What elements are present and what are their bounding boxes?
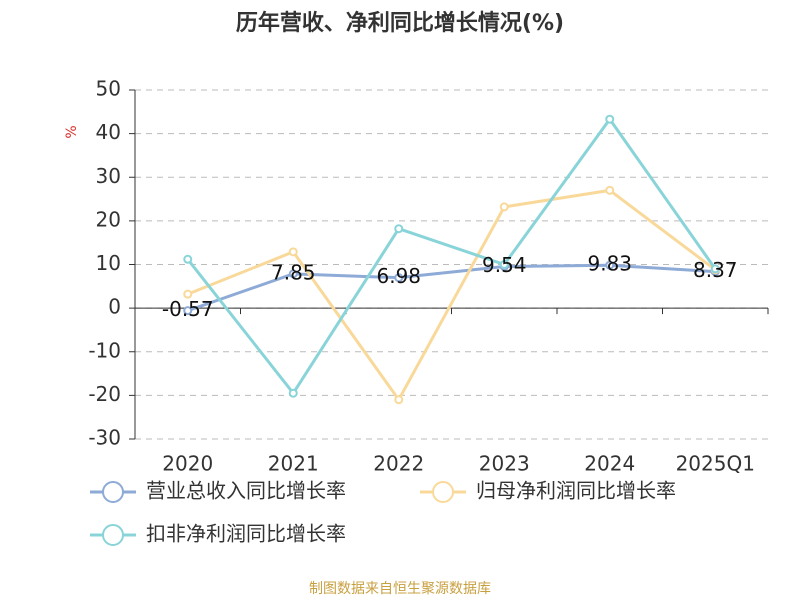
point bbox=[288, 247, 298, 257]
point bbox=[605, 260, 615, 270]
point bbox=[288, 388, 298, 398]
y-tick-label: -20 bbox=[88, 382, 121, 406]
x-tick-label: 2023 bbox=[479, 452, 530, 476]
series-line bbox=[187, 263, 716, 313]
point bbox=[183, 254, 193, 264]
x-tick-label: 2024 bbox=[584, 452, 635, 476]
point bbox=[394, 273, 404, 283]
data-label: 9.54 bbox=[482, 253, 527, 277]
data-label: -0.57 bbox=[162, 297, 214, 321]
data-label: 9.83 bbox=[587, 252, 632, 276]
data-label: 8.37 bbox=[693, 258, 738, 282]
x-tick-label: 2025Q1 bbox=[676, 452, 755, 476]
series-line bbox=[187, 188, 717, 403]
point bbox=[605, 185, 615, 195]
x-tick-label: 2022 bbox=[373, 452, 424, 476]
point bbox=[183, 306, 193, 316]
point bbox=[394, 224, 404, 234]
y-tick-label: -30 bbox=[88, 426, 121, 450]
legend-marker bbox=[102, 481, 124, 503]
y-tick-label: 10 bbox=[96, 251, 121, 275]
point bbox=[499, 260, 509, 269]
point bbox=[605, 114, 615, 124]
point bbox=[710, 264, 720, 274]
legend-label: 营业总收入同比增长率 bbox=[146, 479, 346, 503]
point bbox=[394, 395, 404, 405]
y-tick-label: 30 bbox=[96, 164, 121, 188]
legend-marker bbox=[432, 481, 454, 503]
y-tick-label: -10 bbox=[88, 338, 121, 362]
data-label: 6.98 bbox=[376, 264, 421, 288]
legend-marker bbox=[102, 524, 124, 546]
y-tick-label: 20 bbox=[96, 207, 121, 231]
legend-label: 扣非净利润同比增长率 bbox=[146, 522, 346, 546]
y-tick-label: 0 bbox=[108, 295, 121, 319]
x-tick-label: 2020 bbox=[162, 452, 213, 476]
chart-title: 历年营收、净利同比增长情况(%) bbox=[236, 10, 564, 36]
series-line bbox=[186, 116, 717, 396]
y-tick-label: 50 bbox=[96, 77, 121, 101]
y-tick-label: 40 bbox=[96, 120, 121, 144]
point bbox=[499, 202, 509, 212]
data-label: 7.85 bbox=[271, 260, 316, 284]
legend-label: 归母净利润同比增长率 bbox=[476, 479, 676, 503]
point bbox=[288, 269, 298, 279]
point bbox=[183, 289, 193, 299]
x-tick-label: 2021 bbox=[268, 452, 319, 476]
y-axis-label: % bbox=[64, 125, 80, 138]
source: 制图数据来自恒生聚源数据库 bbox=[309, 581, 491, 597]
